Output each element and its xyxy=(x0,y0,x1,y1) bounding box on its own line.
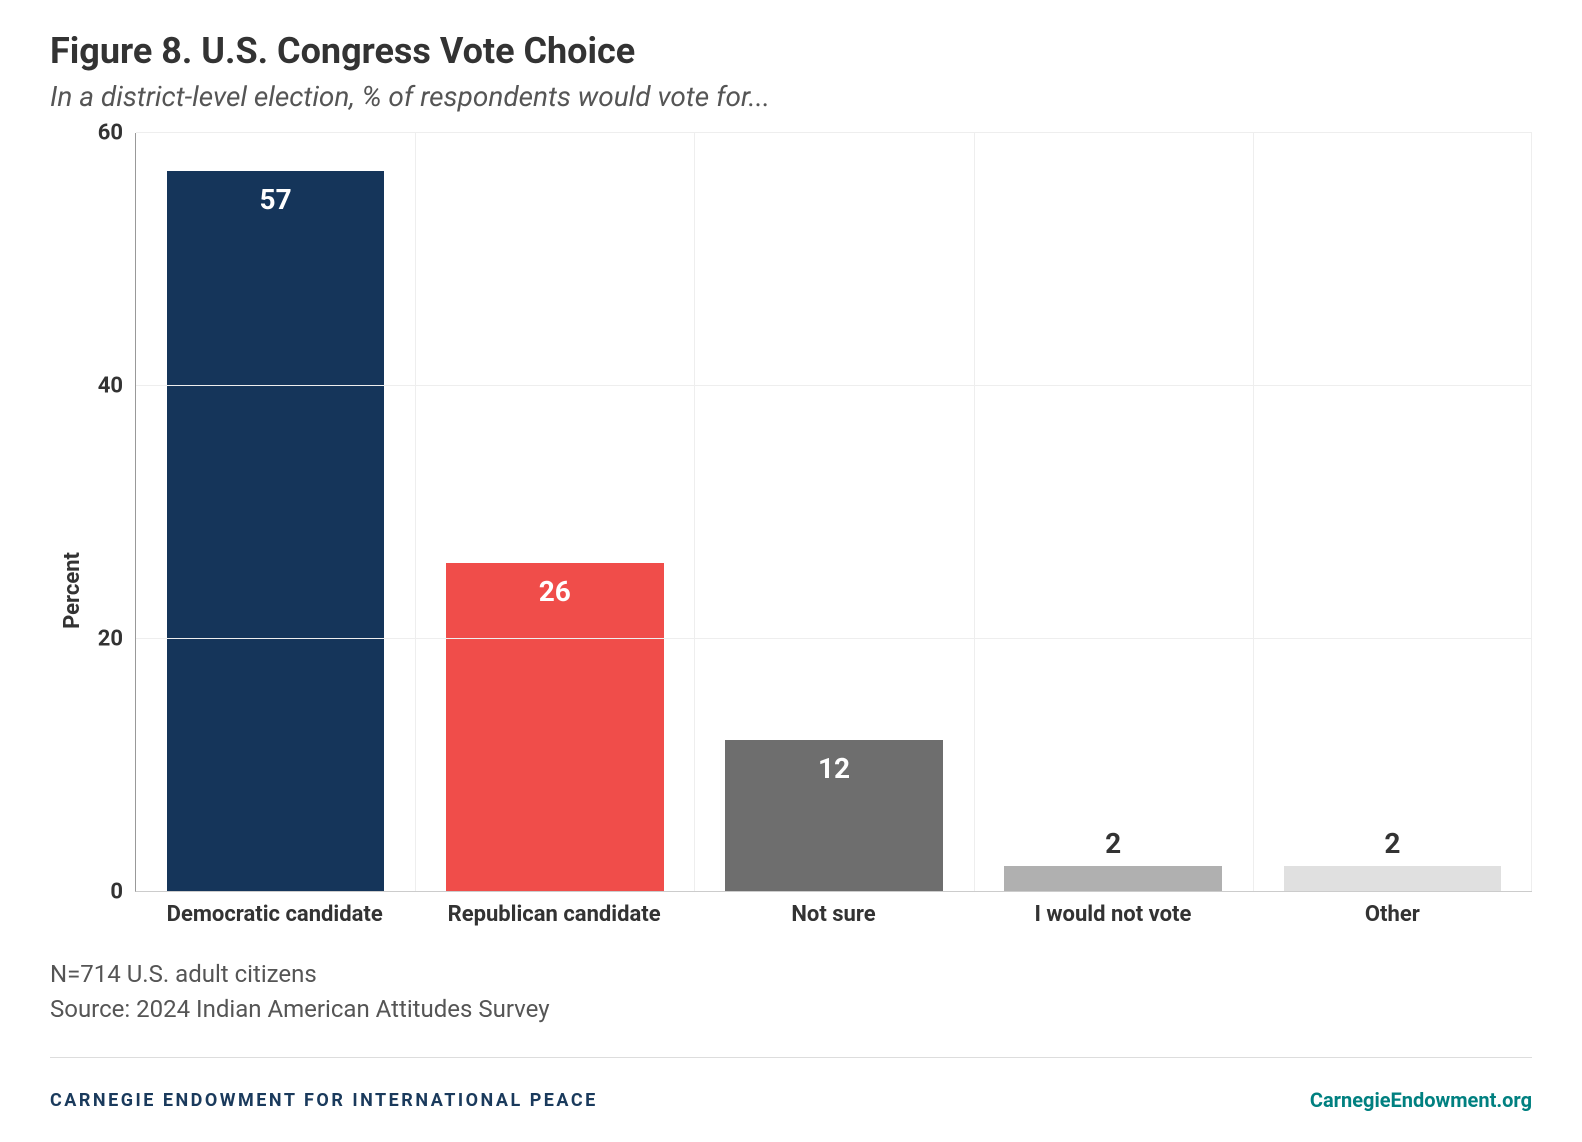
bar-value-label: 57 xyxy=(167,183,385,216)
y-tick: 60 xyxy=(98,121,123,146)
bar-slot: 2 xyxy=(974,133,1253,891)
note-source: Source: 2024 Indian American Attitudes S… xyxy=(50,992,1532,1027)
bar: 2 xyxy=(1284,866,1502,891)
y-tick: 0 xyxy=(110,880,123,905)
plot-column: 57261222 Democratic candidateRepublican … xyxy=(135,133,1532,927)
x-axis-label: Democratic candidate xyxy=(135,902,414,927)
footer-divider xyxy=(50,1057,1532,1058)
x-axis-label: Other xyxy=(1253,902,1532,927)
vertical-guide xyxy=(415,133,416,891)
bar-slot: 2 xyxy=(1253,133,1532,891)
bar-slot: 57 xyxy=(136,133,415,891)
vertical-guide xyxy=(1253,133,1254,891)
gridline xyxy=(136,132,1532,133)
x-axis-label: I would not vote xyxy=(973,902,1252,927)
y-axis-ticks: 0204060 xyxy=(85,133,135,927)
bar: 12 xyxy=(725,740,943,892)
bar-value-label: 2 xyxy=(1284,827,1502,866)
bar-value-label: 12 xyxy=(725,752,943,785)
y-tick: 40 xyxy=(98,374,123,399)
vertical-guide xyxy=(694,133,695,891)
bar-slot: 26 xyxy=(415,133,694,891)
figure-title: Figure 8. U.S. Congress Vote Choice xyxy=(50,30,1532,72)
bar: 2 xyxy=(1004,866,1222,891)
chart-area: Percent 0204060 57261222 Democratic cand… xyxy=(50,133,1532,927)
vertical-guide xyxy=(974,133,975,891)
figure-footer: CARNEGIE ENDOWMENT FOR INTERNATIONAL PEA… xyxy=(50,1088,1532,1112)
x-axis-label: Not sure xyxy=(694,902,973,927)
gridline xyxy=(136,385,1532,386)
y-axis-label: Percent xyxy=(50,432,85,629)
bar-slot: 12 xyxy=(694,133,973,891)
gridline xyxy=(136,638,1532,639)
figure-container: Figure 8. U.S. Congress Vote Choice In a… xyxy=(0,0,1582,1142)
y-tick: 20 xyxy=(98,627,123,652)
x-axis-label: Republican candidate xyxy=(414,902,693,927)
bar: 26 xyxy=(446,563,664,892)
bar: 57 xyxy=(167,171,385,891)
figure-subtitle: In a district-level election, % of respo… xyxy=(50,80,1532,113)
footer-org: CARNEGIE ENDOWMENT FOR INTERNATIONAL PEA… xyxy=(50,1090,598,1111)
bar-value-label: 2 xyxy=(1004,827,1222,866)
x-axis-labels: Democratic candidateRepublican candidate… xyxy=(135,902,1532,927)
bars-row: 57261222 xyxy=(136,133,1532,891)
note-sample-size: N=714 U.S. adult citizens xyxy=(50,957,1532,992)
vertical-guide xyxy=(1531,133,1532,891)
bar-value-label: 26 xyxy=(446,575,664,608)
plot-area: 57261222 xyxy=(135,133,1532,892)
footer-url: CarnegieEndowment.org xyxy=(1310,1088,1532,1112)
figure-notes: N=714 U.S. adult citizens Source: 2024 I… xyxy=(50,957,1532,1027)
